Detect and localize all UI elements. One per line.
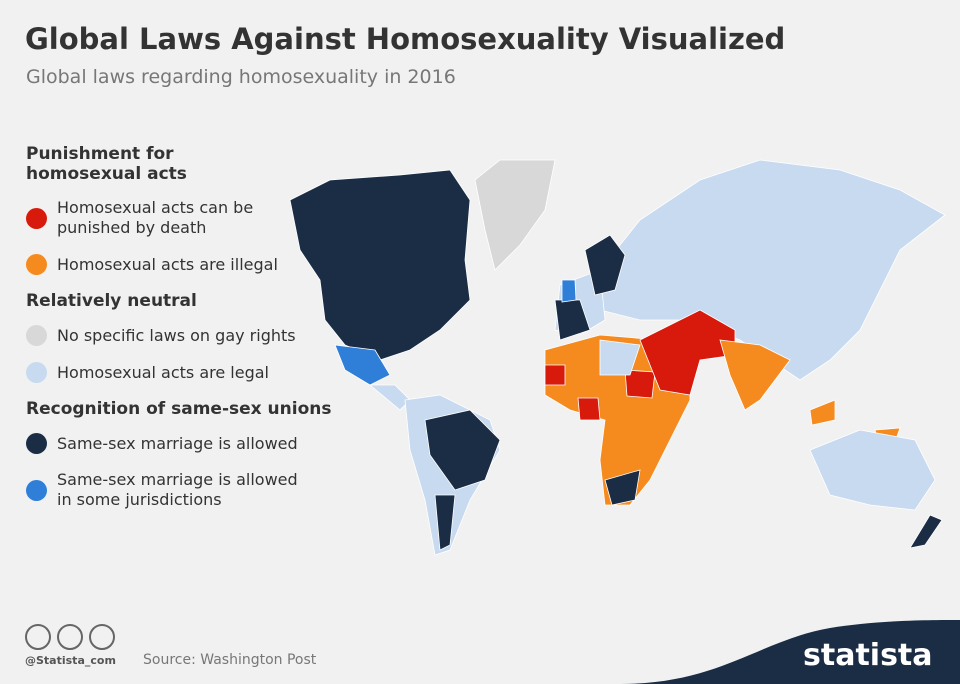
footer-wave	[620, 620, 960, 684]
license-icons	[25, 624, 115, 650]
subtitle: Global laws regarding homosexuality in 2…	[26, 66, 456, 88]
legend-swatch	[26, 362, 47, 383]
source: Source: Washington Post	[143, 652, 317, 668]
title: Global Laws Against Homosexuality Visual…	[25, 22, 786, 56]
legend-heading: Punishment for homosexual acts	[26, 144, 187, 184]
legend-item: Same-sex marriage is allowed	[26, 433, 336, 454]
legend-swatch	[26, 254, 47, 275]
legend-item: No specific laws on gay rights	[26, 325, 336, 346]
legend-item: Homosexual acts can be punished by death	[26, 198, 336, 238]
legend-swatch	[26, 207, 47, 229]
legend: Punishment for homosexual acts Homosexual…	[26, 140, 336, 526]
legend-item: Homosexual acts are legal	[26, 362, 336, 383]
legend-item: Same-sex marriage is allowed in some jur…	[26, 470, 336, 510]
legend-label: Homosexual acts can be punished by death	[57, 198, 254, 237]
legend-label: Same-sex marriage is allowed in some jur…	[57, 470, 298, 509]
credit: @Statista_com	[25, 654, 116, 667]
legend-label: Homosexual acts are illegal	[57, 254, 278, 274]
legend-item: Homosexual acts are illegal	[26, 254, 336, 275]
legend-heading: Relatively neutral	[26, 291, 197, 311]
brand-logo: statista	[803, 638, 933, 673]
legend-label: Same-sex marriage is allowed	[57, 433, 298, 453]
legend-swatch	[26, 325, 47, 346]
legend-label: No specific laws on gay rights	[57, 325, 296, 345]
legend-label: Homosexual acts are legal	[57, 362, 269, 382]
legend-swatch	[26, 479, 47, 501]
legend-heading: Recognition of same-sex unions	[26, 399, 332, 419]
legend-swatch	[26, 433, 47, 454]
